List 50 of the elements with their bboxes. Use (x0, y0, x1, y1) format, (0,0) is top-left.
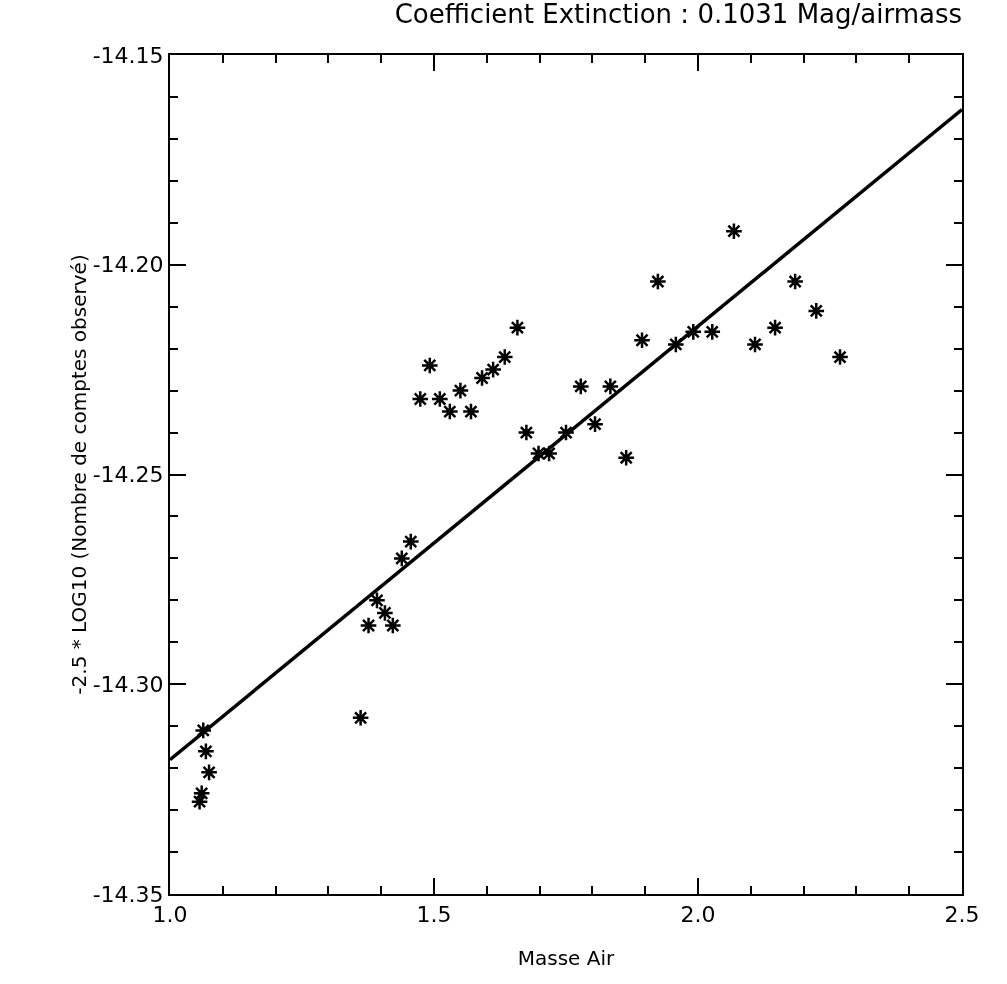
point (786, 272, 805, 291)
point (745, 335, 765, 354)
point (632, 331, 652, 350)
point (617, 448, 636, 467)
point (473, 368, 492, 388)
point (703, 322, 722, 341)
point (585, 415, 605, 434)
point (601, 377, 620, 396)
point (383, 616, 402, 635)
y-axis-title: -2.5 * LOG10 (Nombre de comptes observé) (66, 254, 91, 695)
point (648, 272, 667, 291)
point (484, 360, 503, 379)
point (461, 402, 481, 421)
point (666, 335, 685, 354)
x-axis-title: Masse Air (517, 946, 616, 970)
x-tick-label: 2.5 (944, 902, 980, 928)
point (359, 616, 378, 635)
point (375, 603, 394, 622)
x-tick-label: 2.0 (680, 902, 716, 928)
point (367, 591, 387, 610)
point (517, 423, 536, 442)
point (392, 549, 411, 568)
point (192, 784, 211, 803)
y-tick-label: -14.15 (92, 42, 164, 68)
point (540, 444, 559, 463)
point (508, 318, 527, 337)
point (807, 301, 826, 320)
point (830, 347, 850, 367)
point (571, 377, 590, 396)
chart-title: Coefficient Extinction : 0.1031 Mag/airmass (394, 0, 962, 30)
point (556, 423, 576, 442)
point (684, 322, 703, 341)
point (351, 708, 370, 727)
point (451, 381, 470, 400)
point (724, 222, 743, 241)
point (420, 356, 439, 375)
point (190, 792, 209, 811)
y-tick-label: -14.20 (92, 252, 164, 278)
point (196, 742, 215, 761)
point (430, 389, 449, 409)
point (495, 347, 514, 367)
y-tick-label: -14.25 (92, 462, 164, 488)
x-tick-label: 1.5 (416, 902, 452, 928)
point (401, 532, 420, 551)
y-tick-label: -14.30 (92, 671, 164, 697)
point (440, 402, 459, 421)
point (194, 721, 213, 740)
point (411, 389, 430, 409)
point (766, 318, 785, 337)
point (200, 763, 219, 782)
